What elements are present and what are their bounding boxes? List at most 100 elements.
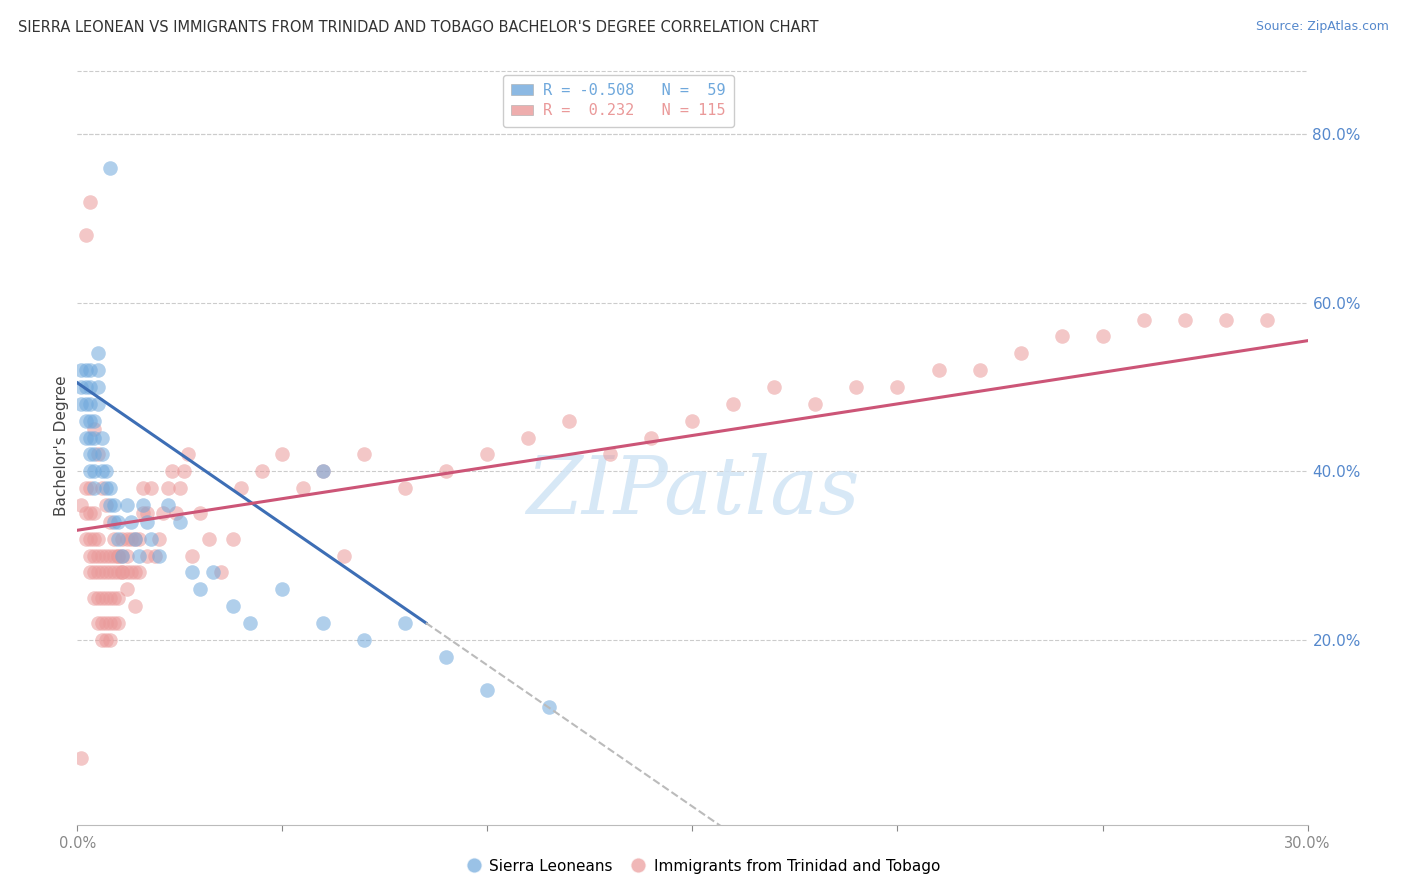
Point	[103, 591, 125, 605]
Point	[250, 464, 273, 478]
Point	[87, 549, 110, 563]
Point	[111, 566, 134, 580]
Point	[143, 549, 166, 563]
Point	[181, 549, 204, 563]
Point	[537, 700, 560, 714]
Point	[98, 615, 121, 630]
Point	[83, 447, 105, 461]
Point	[94, 549, 117, 563]
Point	[271, 582, 294, 597]
Point	[83, 422, 105, 436]
Point	[132, 498, 155, 512]
Point	[640, 431, 662, 445]
Point	[94, 615, 117, 630]
Point	[107, 515, 129, 529]
Point	[197, 532, 219, 546]
Point	[87, 532, 110, 546]
Point	[83, 591, 105, 605]
Point	[107, 566, 129, 580]
Point	[231, 481, 253, 495]
Point	[94, 566, 117, 580]
Point	[98, 481, 121, 495]
Point	[115, 532, 138, 546]
Point	[165, 507, 187, 521]
Point	[103, 532, 125, 546]
Point	[103, 615, 125, 630]
Point	[107, 615, 129, 630]
Point	[222, 532, 245, 546]
Point	[239, 615, 262, 630]
Point	[169, 481, 191, 495]
Point	[70, 750, 93, 764]
Point	[75, 507, 97, 521]
Point	[928, 363, 950, 377]
Point	[477, 447, 499, 461]
Point	[103, 498, 125, 512]
Point	[70, 363, 93, 377]
Point	[177, 447, 200, 461]
Text: SIERRA LEONEAN VS IMMIGRANTS FROM TRINIDAD AND TOBAGO BACHELOR'S DEGREE CORRELAT: SIERRA LEONEAN VS IMMIGRANTS FROM TRINID…	[18, 20, 818, 35]
Point	[969, 363, 991, 377]
Point	[209, 566, 232, 580]
Point	[94, 498, 117, 512]
Point	[79, 194, 101, 209]
Point	[79, 414, 101, 428]
Point	[124, 599, 146, 613]
Point	[394, 615, 416, 630]
Point	[87, 380, 110, 394]
Point	[436, 464, 458, 478]
Point	[111, 566, 134, 580]
Point	[477, 683, 499, 698]
Point	[87, 397, 110, 411]
Point	[79, 566, 101, 580]
Point	[75, 397, 97, 411]
Point	[312, 464, 335, 478]
Point	[312, 615, 335, 630]
Point	[87, 591, 110, 605]
Point	[1050, 329, 1073, 343]
Point	[83, 464, 105, 478]
Point	[128, 549, 150, 563]
Legend: Sierra Leoneans, Immigrants from Trinidad and Tobago: Sierra Leoneans, Immigrants from Trinida…	[460, 853, 946, 880]
Point	[83, 549, 105, 563]
Point	[152, 507, 174, 521]
Point	[70, 498, 93, 512]
Point	[148, 549, 170, 563]
Point	[79, 447, 101, 461]
Point	[94, 481, 117, 495]
Point	[128, 566, 150, 580]
Point	[98, 566, 121, 580]
Point	[222, 599, 245, 613]
Point	[120, 515, 142, 529]
Point	[75, 363, 97, 377]
Point	[70, 397, 93, 411]
Point	[87, 346, 110, 360]
Point	[201, 566, 224, 580]
Point	[120, 566, 142, 580]
Point	[333, 549, 356, 563]
Point	[132, 481, 155, 495]
Point	[98, 549, 121, 563]
Point	[188, 507, 212, 521]
Point	[291, 481, 314, 495]
Point	[79, 363, 101, 377]
Point	[94, 464, 117, 478]
Point	[75, 431, 97, 445]
Point	[103, 566, 125, 580]
Point	[169, 515, 191, 529]
Point	[75, 532, 97, 546]
Point	[98, 515, 121, 529]
Point	[90, 615, 114, 630]
Text: ZIPatlas: ZIPatlas	[526, 453, 859, 530]
Point	[156, 481, 179, 495]
Point	[111, 532, 134, 546]
Point	[90, 481, 114, 495]
Point	[75, 481, 97, 495]
Point	[107, 549, 129, 563]
Point	[886, 380, 908, 394]
Y-axis label: Bachelor's Degree: Bachelor's Degree	[53, 376, 69, 516]
Legend: R = -0.508   N =  59, R =  0.232   N = 115: R = -0.508 N = 59, R = 0.232 N = 115	[503, 75, 734, 127]
Point	[79, 481, 101, 495]
Point	[763, 380, 786, 394]
Point	[90, 447, 114, 461]
